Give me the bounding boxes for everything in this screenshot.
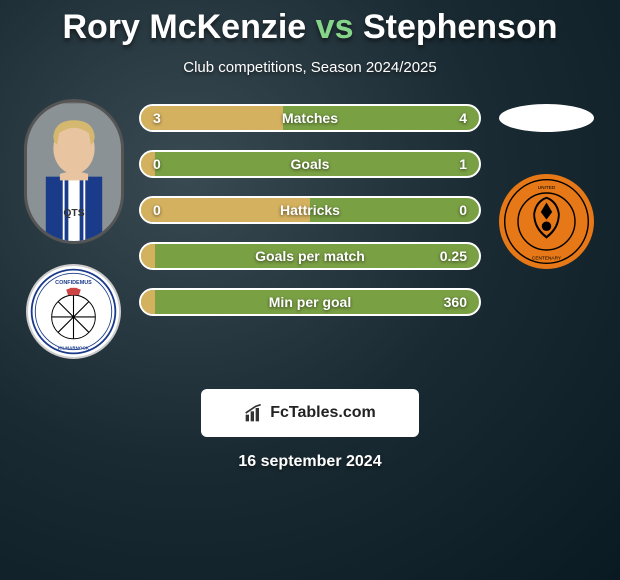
player2-club-badge: UNITED CENTENARY	[499, 174, 594, 269]
player1-club-badge: CONFIDEMUS KILMARNOCK	[26, 264, 121, 359]
player2-photo-placeholder	[499, 104, 594, 132]
bar-stat-name: Goals per match	[255, 248, 365, 264]
bar-value-right: 4	[459, 110, 467, 126]
svg-text:CENTENARY: CENTENARY	[532, 256, 562, 262]
comparison-content: QTS CONFIDEMUS KILMARNOCK 3 Matches 4 0 Goal…	[0, 104, 620, 359]
svg-text:KILMARNOCK: KILMARNOCK	[58, 346, 90, 351]
bar-fill-left	[141, 244, 155, 268]
bar-value-left: 3	[153, 110, 161, 126]
bar-value-right: 1	[459, 156, 467, 172]
bar-value-left: 0	[153, 156, 161, 172]
svg-text:QTS: QTS	[63, 208, 84, 219]
watermark-badge: FcTables.com	[201, 389, 419, 437]
stat-bar-row: 0 Goals 1	[139, 150, 481, 178]
stat-bar-row: 0 Hattricks 0	[139, 196, 481, 224]
bar-value-right: 0	[459, 202, 467, 218]
svg-text:UNITED: UNITED	[538, 185, 556, 191]
right-column: UNITED CENTENARY	[489, 104, 604, 269]
bar-value-right: 0.25	[440, 248, 467, 264]
bar-stat-name: Hattricks	[280, 202, 340, 218]
svg-text:CONFIDEMUS: CONFIDEMUS	[55, 280, 92, 286]
subtitle: Club competitions, Season 2024/2025	[0, 59, 620, 76]
date-label: 16 september 2024	[0, 453, 620, 471]
bar-stat-name: Min per goal	[269, 294, 351, 310]
page-title: Rory McKenzie vs Stephenson	[0, 0, 620, 47]
title-vs: vs	[316, 8, 354, 46]
bar-stat-name: Matches	[282, 110, 338, 126]
stat-bars: 3 Matches 4 0 Goals 1 0 Hattricks 0 Goals per mat…	[139, 104, 481, 316]
stat-bar-row: 3 Matches 4	[139, 104, 481, 132]
left-column: QTS CONFIDEMUS KILMARNOCK	[16, 104, 131, 359]
bar-fill-left	[141, 290, 155, 314]
title-player1: Rory McKenzie	[62, 8, 306, 46]
stat-bar-row: Goals per match 0.25	[139, 242, 481, 270]
stat-bar-row: Min per goal 360	[139, 288, 481, 316]
bar-fill-left	[141, 106, 283, 130]
title-player2: Stephenson	[363, 8, 558, 46]
player1-photo: QTS	[24, 99, 124, 244]
bar-value-right: 360	[444, 294, 467, 310]
bar-value-left: 0	[153, 202, 161, 218]
bars-icon	[244, 403, 264, 423]
bar-stat-name: Goals	[291, 156, 330, 172]
watermark-text: FcTables.com	[270, 404, 376, 422]
